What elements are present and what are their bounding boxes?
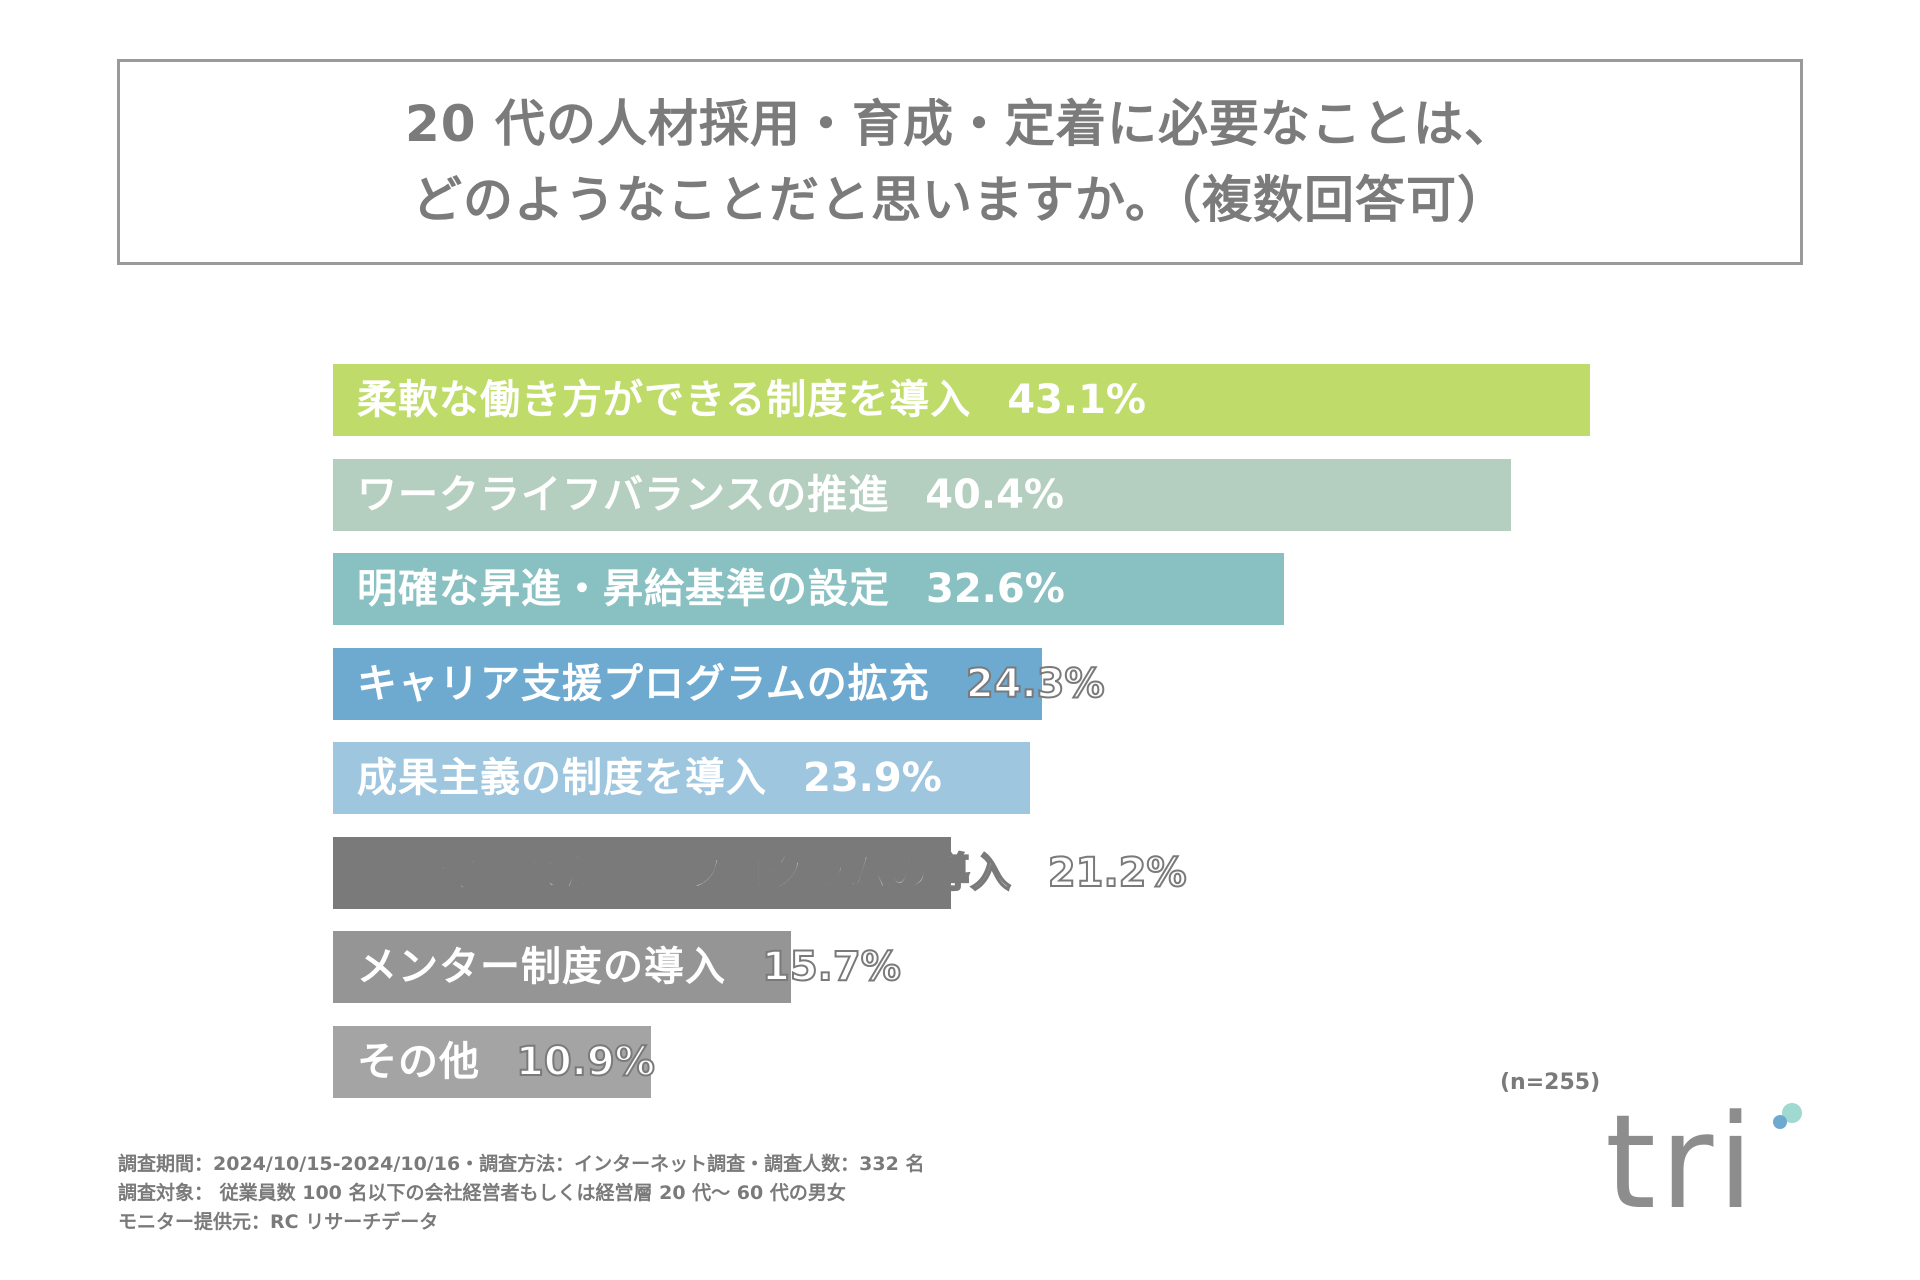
bar-value-4: 24.3%: [965, 660, 1106, 708]
bar-value-5: 23.9%: [803, 755, 942, 801]
bar-value-7: 15.7%: [761, 943, 902, 991]
bar-2: [333, 459, 1511, 531]
bar-1: [333, 364, 1590, 436]
bar-6: [333, 837, 951, 909]
bar-5: [333, 742, 1030, 814]
bar-7: [333, 931, 791, 1003]
title-box: 20 代の人材採用・育成・定着に必要なことは、 どのようなことだと思いますか。（…: [117, 59, 1803, 265]
bar-value-3: 32.6%: [926, 566, 1065, 612]
footnote-period: 調査期間：2024/10/15-2024/10/16・調査方法：インターネット調…: [118, 1153, 925, 1175]
bar-value-6: 21.2%: [1047, 849, 1188, 897]
footnote-provider: モニター提供元：RC リサーチデータ: [118, 1211, 439, 1233]
survey-footnotes: 調査期間：2024/10/15-2024/10/16・調査方法：インターネット調…: [118, 1150, 924, 1237]
bar-label-5: 成果主義の制度を導入: [357, 755, 767, 801]
bar-value-2: 40.4%: [925, 472, 1064, 518]
logo-text: tri: [1605, 1086, 1758, 1238]
bar-3: [333, 553, 1284, 625]
bar-label-1: 柔軟な働き方ができる制度を導入: [357, 377, 972, 423]
bar-label-8: その他: [357, 1039, 480, 1085]
title-line-1: 20 代の人材採用・育成・定着に必要なことは、: [405, 95, 1515, 153]
bar-label-4: キャリア支援プログラムの拡充: [357, 661, 930, 707]
title-line-2: どのようなことだと思いますか。（複数回答可）: [412, 171, 1508, 229]
tri-logo: tri: [1605, 1095, 1825, 1230]
bar-label-6: 個別化された育成プログラムの導入: [356, 849, 1012, 897]
bar-label-3: 明確な昇進・昇給基準の設定: [357, 566, 890, 612]
bar-8: [333, 1026, 651, 1098]
bar-chart: 柔軟な働き方ができる制度を導入 43.1% ワークライフバランスの推進 40.4% 明確…: [333, 364, 1590, 1098]
footnote-target: 調査対象： 従業員数 100 名以下の会社経営者もしくは経営層 20 代〜 60…: [118, 1182, 846, 1204]
bar-4: [333, 648, 1042, 720]
logo-dot-teal: [1782, 1103, 1802, 1123]
logo-dot-blue: [1773, 1115, 1787, 1129]
sample-size: (n=255): [1500, 1070, 1601, 1095]
bar-value-8: 10.9%: [515, 1038, 656, 1086]
bar-label-7: メンター制度の導入: [357, 944, 726, 990]
bar-label-2: ワークライフバランスの推進: [357, 472, 890, 518]
bar-value-1: 43.1%: [1007, 377, 1146, 423]
